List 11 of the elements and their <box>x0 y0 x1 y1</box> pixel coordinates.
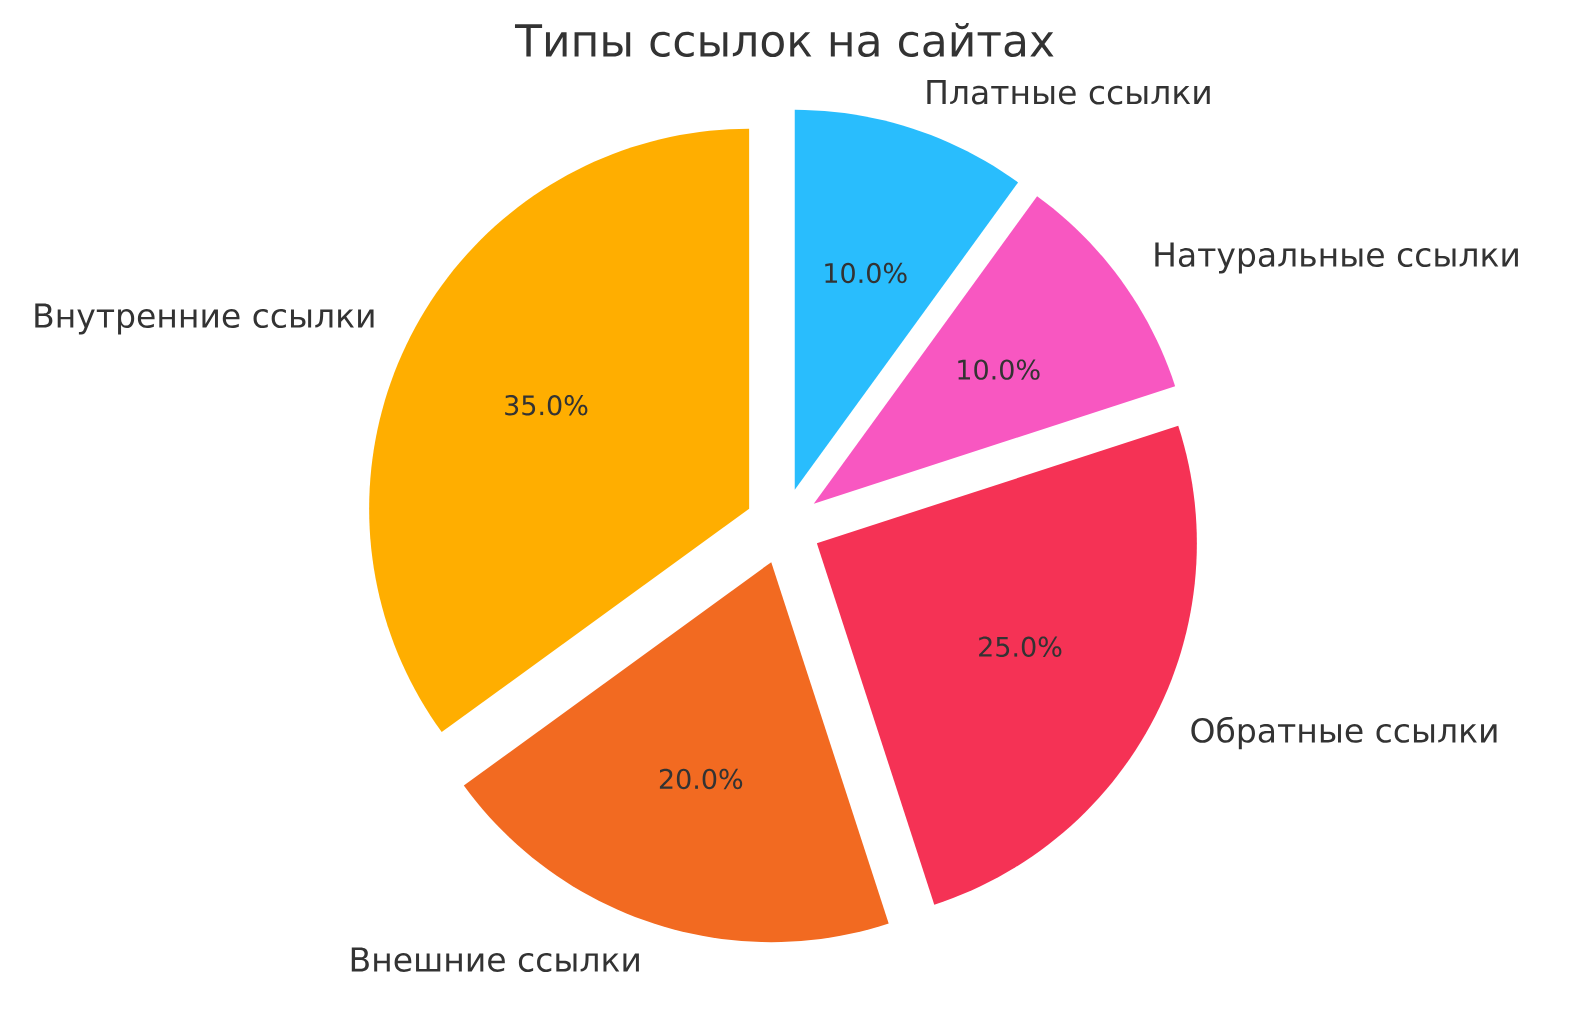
data-label: 10.0% <box>958 359 1040 380</box>
data-label: 25.0% <box>979 636 1062 657</box>
data-label: 10.0% <box>825 262 907 284</box>
slice-label: Платные ссылки <box>927 80 1210 105</box>
slice-label: Внешние ссылки <box>351 947 639 972</box>
data-label: 35.0% <box>505 395 588 416</box>
chart-title: Типы ссылок на сайтах <box>514 22 1054 58</box>
slice-label: Натуральные ссылки <box>1155 242 1518 274</box>
slice-label: Обратные ссылки <box>1191 716 1497 750</box>
data-label: 20.0% <box>659 768 743 790</box>
slice-label: Внутренние ссылки <box>35 303 374 335</box>
